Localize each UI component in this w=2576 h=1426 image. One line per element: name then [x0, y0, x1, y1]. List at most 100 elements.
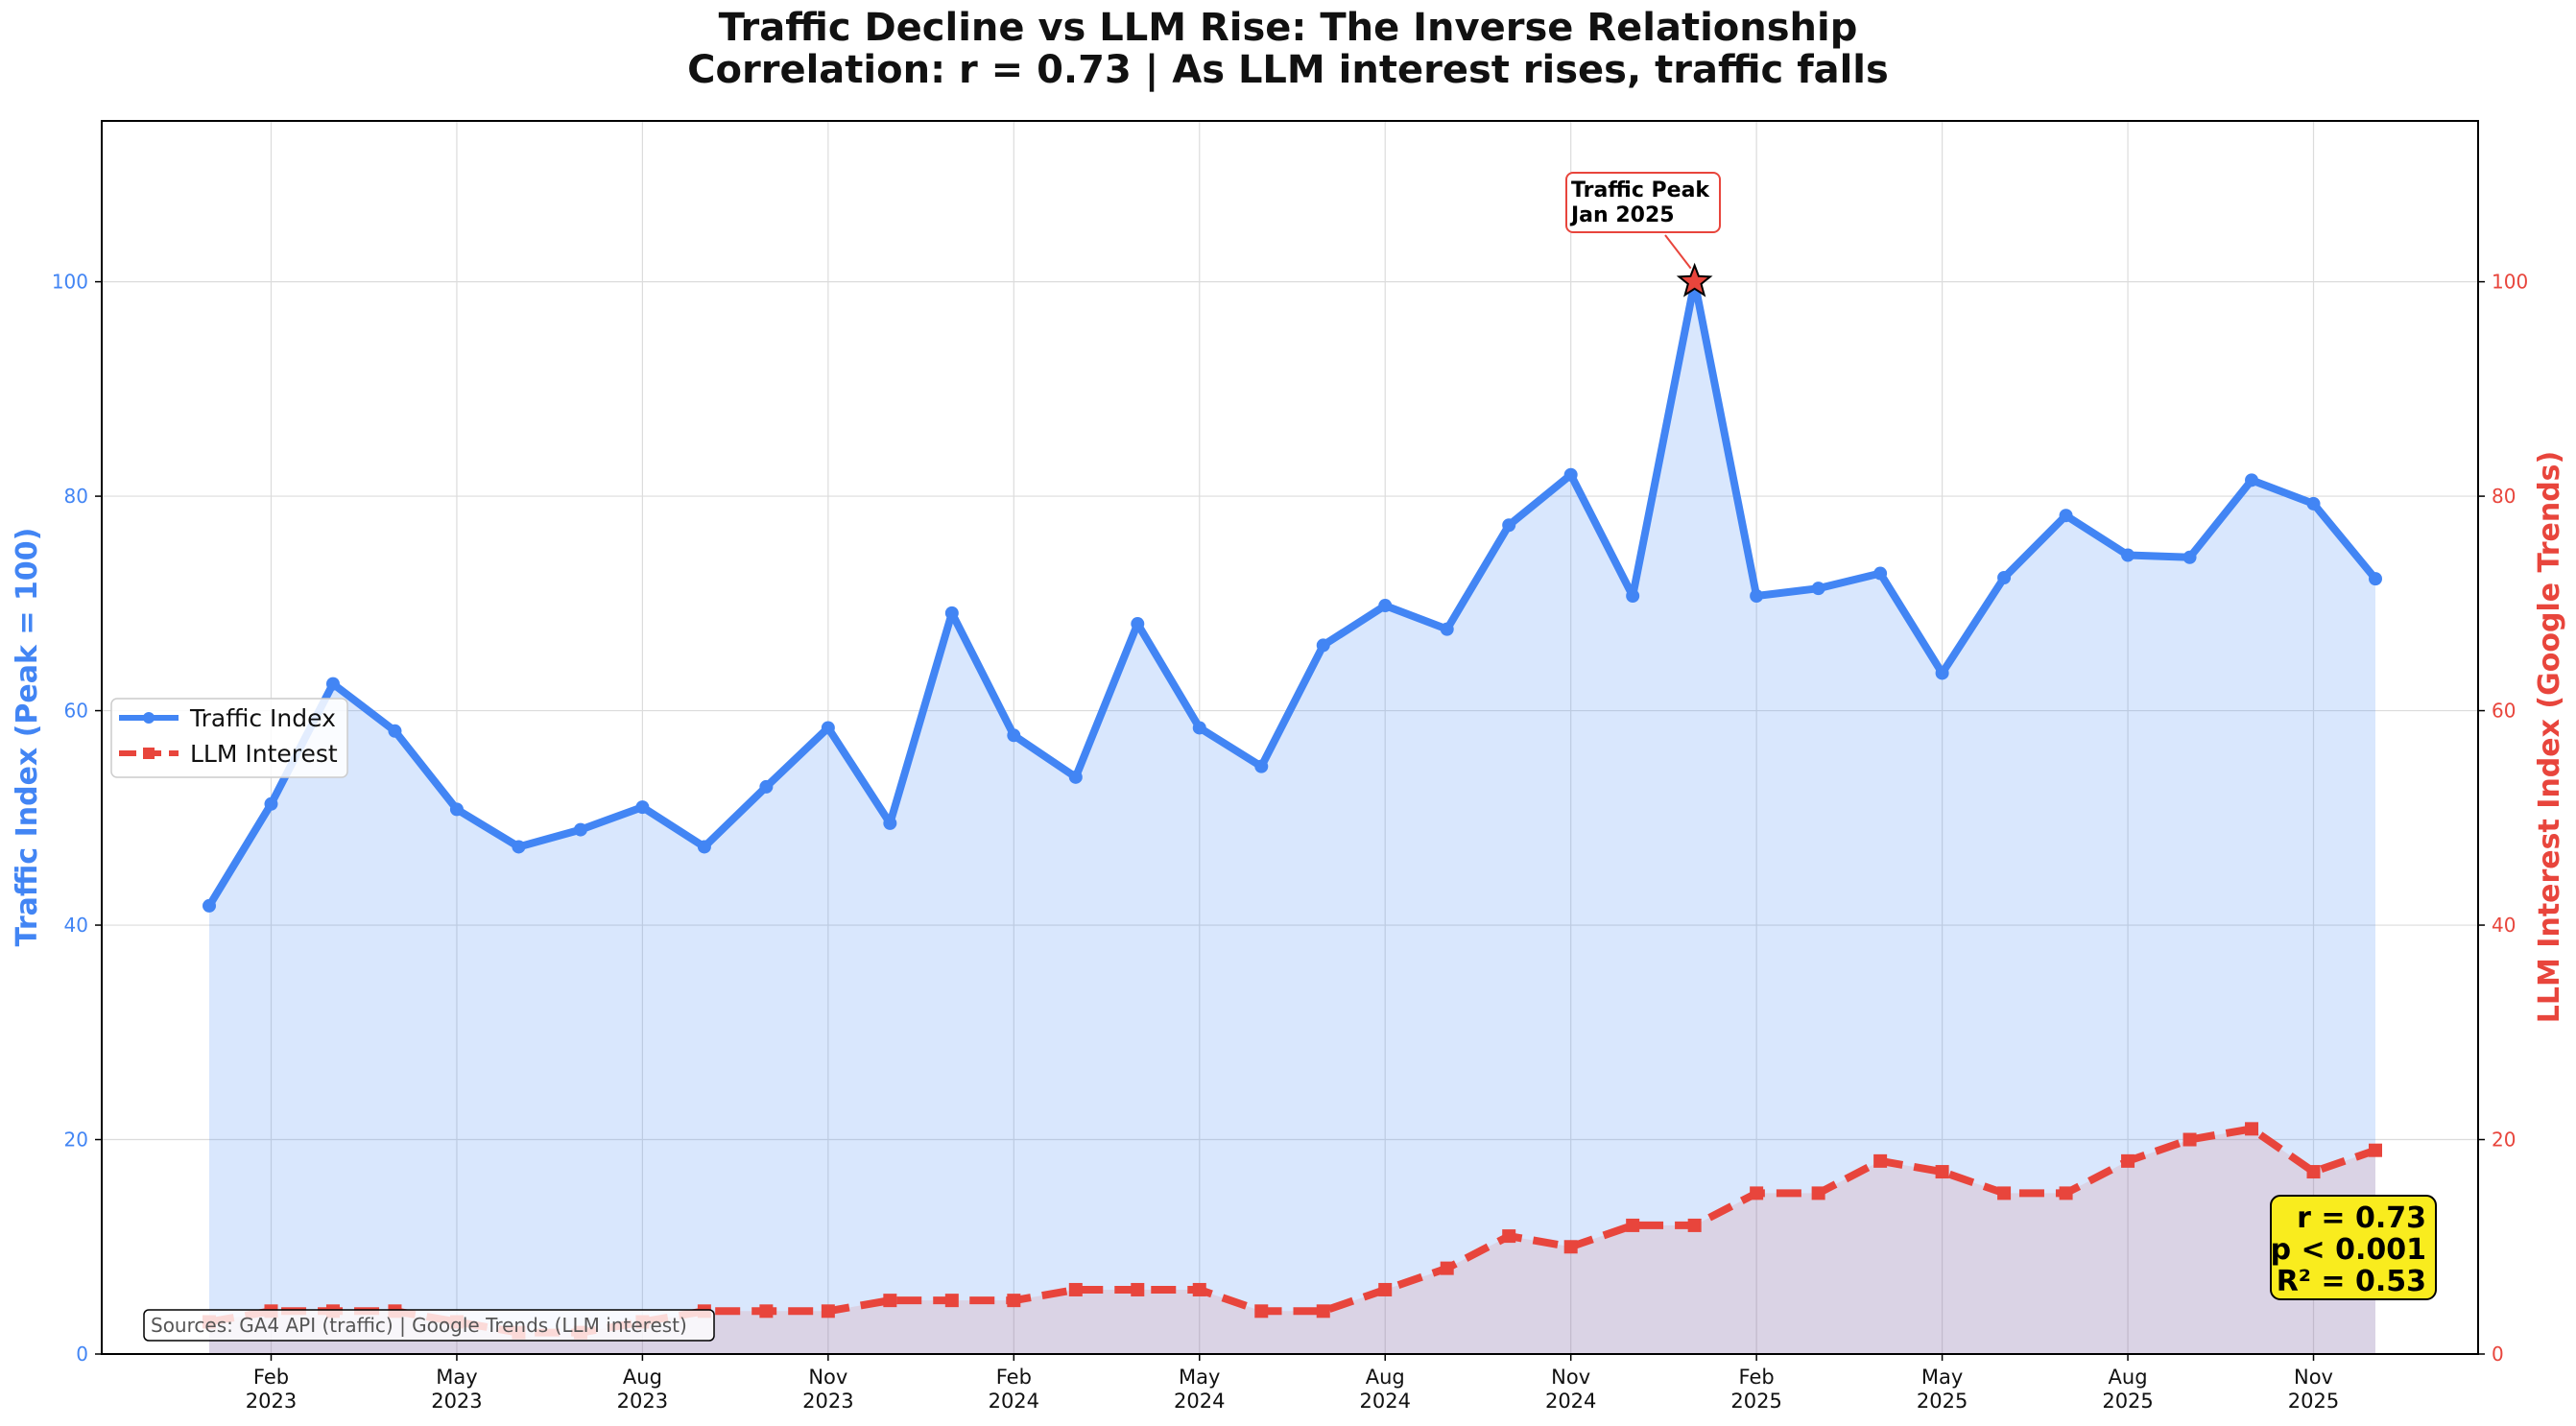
right-tick-label: 60 [2492, 700, 2516, 723]
right-axis-label: LLM Interest Index (Google Trends) [2533, 451, 2566, 1023]
x-tick-month: Nov [2294, 1366, 2333, 1389]
x-tick-year: 2024 [1545, 1390, 1596, 1413]
x-tick-month: Aug [623, 1366, 662, 1389]
llm-interest-point [1378, 1282, 1393, 1296]
traffic-index-point [1378, 599, 1393, 613]
stats-box: r = 0.73 p < 0.001 R² = 0.53 [2270, 1195, 2437, 1300]
series-lines [205, 277, 2379, 1337]
traffic-index-point [1750, 589, 1764, 604]
series-markers [203, 274, 2382, 1340]
llm-interest-area [209, 1129, 2375, 1354]
traffic-index-point [635, 800, 650, 815]
llm-interest-point [1007, 1294, 1021, 1308]
x-tick-month: Feb [1739, 1366, 1775, 1389]
traffic-index-point [1811, 582, 1825, 596]
x-tick-month: Feb [253, 1366, 289, 1389]
left-tick-label: 40 [64, 914, 88, 937]
legend: Traffic Index LLM Interest [110, 698, 348, 778]
llm-interest-point [2121, 1153, 2135, 1168]
traffic-index-point [1997, 571, 2012, 585]
right-tick-label: 100 [2492, 271, 2528, 294]
traffic-index-point [1440, 622, 1454, 636]
llm-interest-point [2369, 1143, 2382, 1157]
source-note-text: Sources: GA4 API (traffic) | Google Tren… [151, 1314, 687, 1337]
stats-r2: R² = 0.53 [2277, 1265, 2426, 1298]
area-fills [209, 281, 2375, 1355]
llm-interest-point [883, 1294, 897, 1308]
x-tick-month: Aug [2109, 1366, 2148, 1389]
llm-interest-point [1131, 1282, 1145, 1296]
x-tick-month: Aug [1366, 1366, 1405, 1389]
right-tick-label: 0 [2492, 1343, 2504, 1366]
right-tick-label: 20 [2492, 1129, 2516, 1152]
traffic-index-point [325, 677, 340, 691]
x-tick-year: 2025 [1730, 1390, 1781, 1413]
x-tick-month: May [436, 1366, 477, 1389]
traffic-index-point [2182, 550, 2197, 564]
traffic-index-point [759, 779, 774, 794]
peak-arrow [1664, 234, 1692, 270]
traffic-index-point [573, 822, 587, 837]
llm-interest-point [759, 1304, 774, 1319]
x-tick-month: Nov [1551, 1366, 1590, 1389]
x-tick-year: 2023 [617, 1390, 668, 1413]
traffic-index-point [449, 802, 464, 817]
peak-label-line2: Jan 2025 [1569, 203, 1675, 227]
llm-interest-point [1254, 1304, 1269, 1319]
x-axis-ticks: Feb2023May2023Aug2023Nov2023Feb2024May20… [246, 1354, 2339, 1413]
traffic-index-point [1254, 759, 1269, 773]
traffic-index-point [944, 606, 959, 620]
traffic-index-point [388, 724, 402, 738]
legend-traffic-label: Traffic Index [189, 704, 336, 732]
x-tick-month: Feb [996, 1366, 1032, 1389]
traffic-index-point [1007, 728, 1021, 743]
left-tick-label: 0 [76, 1343, 88, 1366]
traffic-index-point [883, 816, 897, 830]
traffic-index-point [203, 898, 216, 913]
x-tick-year: 2024 [1360, 1390, 1411, 1413]
traffic-index-area [209, 281, 2375, 1355]
traffic-index-point [2059, 509, 2073, 523]
llm-interest-point [1316, 1304, 1330, 1319]
x-tick-year: 2025 [2288, 1390, 2339, 1413]
traffic-index-point [2121, 548, 2135, 562]
left-tick-label: 20 [64, 1129, 88, 1152]
grid [102, 121, 2478, 1355]
x-tick-year: 2023 [246, 1390, 297, 1413]
stats-box-bg [2270, 1195, 2437, 1300]
peak-label-line1: Traffic Peak [1571, 178, 1710, 202]
stats-r: r = 0.73 [2297, 1201, 2426, 1235]
llm-interest-point [2059, 1186, 2073, 1200]
x-tick-year: 2023 [802, 1390, 853, 1413]
traffic-index-point [1626, 589, 1640, 604]
x-tick-year: 2025 [2102, 1390, 2153, 1413]
x-tick-month: May [1921, 1366, 1963, 1389]
x-tick-year: 2023 [431, 1390, 482, 1413]
traffic-index-point [1935, 666, 1949, 680]
plot-frame [101, 120, 2479, 1355]
traffic-index-point [2245, 473, 2259, 487]
llm-interest-point [1626, 1218, 1640, 1232]
x-tick-year: 2024 [989, 1390, 1039, 1413]
traffic-index-point [2306, 496, 2321, 511]
llm-interest-point [1563, 1240, 1578, 1254]
x-tick-month: May [1179, 1366, 1220, 1389]
stats-p: p < 0.001 [2271, 1233, 2426, 1267]
chart-title-line1: Traffic Decline vs LLM Rise: The Inverse… [719, 6, 1858, 50]
traffic-index-point [1502, 518, 1516, 533]
left-axis-ticks: 0 20 40 60 80 100 [52, 271, 102, 1366]
llm-interest-point [1440, 1261, 1454, 1275]
llm-interest-point [1873, 1153, 1888, 1168]
llm-interest-point [1068, 1282, 1083, 1296]
left-axis-label: Traffic Index (Peak = 100) [11, 528, 44, 947]
x-tick-year: 2024 [1174, 1390, 1225, 1413]
llm-interest-point [1935, 1165, 1949, 1179]
traffic-index-point [697, 840, 711, 854]
x-tick-year: 2025 [1917, 1390, 1968, 1413]
traffic-index-point [512, 840, 526, 854]
llm-interest-point [1750, 1186, 1764, 1200]
peak-annotation: Traffic Peak Jan 2025 [1565, 172, 1721, 297]
right-axis-ticks: 0 20 40 60 80 100 [2478, 271, 2528, 1366]
traffic-index-point [1131, 617, 1145, 631]
